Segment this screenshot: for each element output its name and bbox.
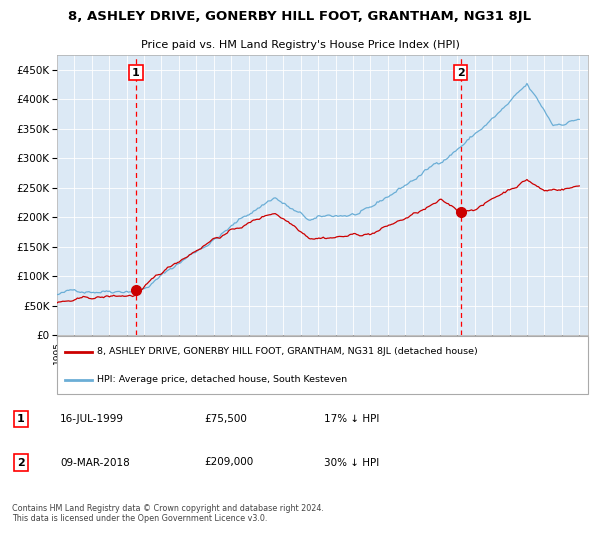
Text: 1: 1 <box>17 414 25 424</box>
Text: 30% ↓ HPI: 30% ↓ HPI <box>324 458 379 468</box>
Text: 8, ASHLEY DRIVE, GONERBY HILL FOOT, GRANTHAM, NG31 8JL: 8, ASHLEY DRIVE, GONERBY HILL FOOT, GRAN… <box>68 10 532 23</box>
Text: £209,000: £209,000 <box>204 458 253 468</box>
Text: 8, ASHLEY DRIVE, GONERBY HILL FOOT, GRANTHAM, NG31 8JL (detached house): 8, ASHLEY DRIVE, GONERBY HILL FOOT, GRAN… <box>97 347 478 356</box>
Text: 1: 1 <box>132 68 140 78</box>
FancyBboxPatch shape <box>57 336 588 394</box>
Text: 17% ↓ HPI: 17% ↓ HPI <box>324 414 379 424</box>
Text: Price paid vs. HM Land Registry's House Price Index (HPI): Price paid vs. HM Land Registry's House … <box>140 40 460 50</box>
Text: 2: 2 <box>17 458 25 468</box>
Text: HPI: Average price, detached house, South Kesteven: HPI: Average price, detached house, Sout… <box>97 376 347 385</box>
Text: 09-MAR-2018: 09-MAR-2018 <box>60 458 130 468</box>
Text: Contains HM Land Registry data © Crown copyright and database right 2024.
This d: Contains HM Land Registry data © Crown c… <box>12 504 324 523</box>
Text: 16-JUL-1999: 16-JUL-1999 <box>60 414 124 424</box>
Text: £75,500: £75,500 <box>204 414 247 424</box>
Text: 2: 2 <box>457 68 464 78</box>
